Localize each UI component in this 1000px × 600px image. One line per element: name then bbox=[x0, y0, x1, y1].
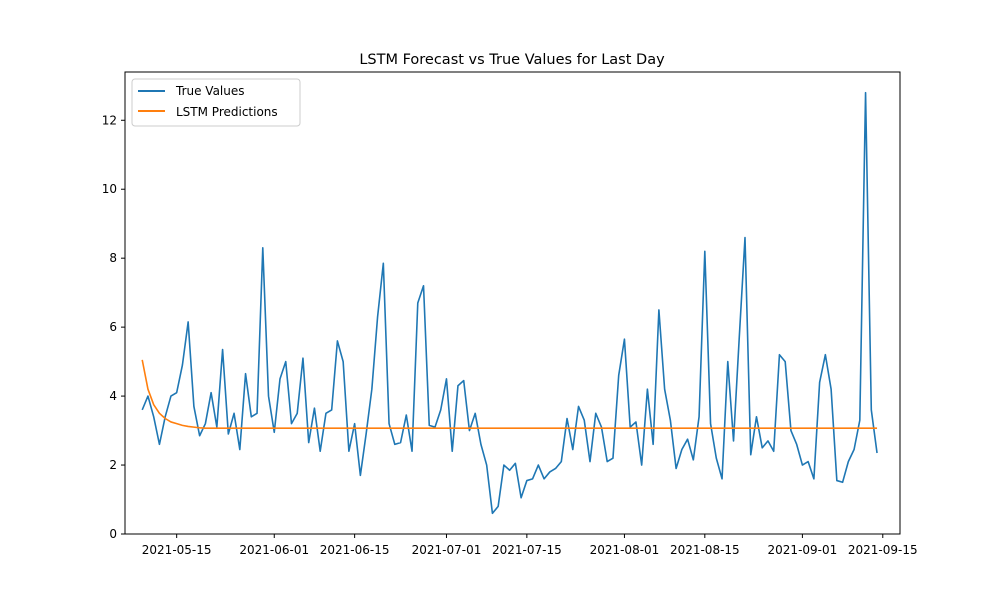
y-axis: 0 2 4 6 8 10 12 bbox=[102, 113, 125, 541]
y-tick-label: 0 bbox=[109, 527, 117, 541]
x-tick-label: 2021-09-01 bbox=[768, 543, 838, 557]
x-tick-label: 2021-06-15 bbox=[320, 543, 390, 557]
x-tick-label: 2021-05-15 bbox=[142, 543, 212, 557]
legend-label-lstm-predictions: LSTM Predictions bbox=[176, 105, 278, 119]
x-tick-label: 2021-08-15 bbox=[670, 543, 740, 557]
legend: True Values LSTM Predictions bbox=[131, 78, 301, 127]
plot-frame bbox=[124, 71, 901, 535]
series-layer bbox=[141, 91, 878, 515]
x-tick-label: 2021-07-15 bbox=[492, 543, 562, 557]
x-tick-label: 2021-07-01 bbox=[412, 543, 482, 557]
series-line-true-values bbox=[141, 91, 878, 515]
x-tick-label: 2021-06-01 bbox=[239, 543, 309, 557]
y-tick-label: 2 bbox=[109, 458, 117, 472]
y-tick-label: 6 bbox=[109, 320, 117, 334]
x-tick-label: 2021-08-01 bbox=[590, 543, 660, 557]
legend-label-true-values: True Values bbox=[175, 84, 245, 98]
series-line-lstm-predictions bbox=[141, 359, 878, 429]
y-tick-label: 8 bbox=[109, 251, 117, 265]
x-tick-label: 2021-09-15 bbox=[848, 543, 918, 557]
x-axis: 2021-05-15 2021-06-01 2021-06-15 2021-07-01… bbox=[142, 534, 918, 557]
legend-box bbox=[131, 78, 301, 127]
chart-title: LSTM Forecast vs True Values for Last Da… bbox=[359, 52, 665, 68]
y-tick-label: 4 bbox=[109, 389, 117, 403]
y-tick-label: 10 bbox=[102, 182, 117, 196]
y-tick-label: 12 bbox=[102, 113, 117, 127]
